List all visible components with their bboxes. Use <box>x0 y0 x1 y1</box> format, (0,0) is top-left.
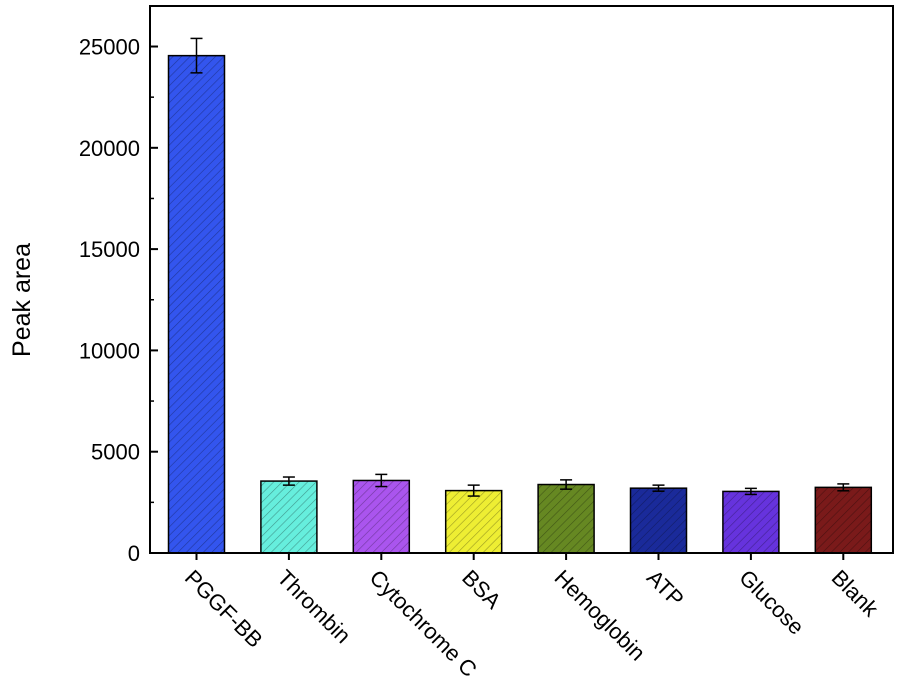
x-category-label: BSA <box>457 565 506 614</box>
plot-frame <box>149 5 894 554</box>
y-tick-label: 15000 <box>79 237 140 262</box>
error-bar <box>560 479 573 490</box>
x-category-label: Blank <box>827 565 884 622</box>
error-bar <box>190 37 203 74</box>
error-bar <box>652 484 665 492</box>
bar-pggf-bb <box>167 54 226 554</box>
bar-atp <box>629 487 688 554</box>
error-bar <box>282 476 295 486</box>
bar-blank <box>814 486 873 554</box>
y-tick-label: 25000 <box>79 35 140 60</box>
y-axis: 0 5000 10000 15000 20000 25000 <box>79 35 158 566</box>
y-tick-label: 0 <box>128 541 140 566</box>
bars-group <box>167 54 873 554</box>
error-bar <box>467 484 480 497</box>
x-category-label: Hemoglobin <box>550 565 651 666</box>
x-category-label: ATP <box>642 565 689 612</box>
y-tick-label: 20000 <box>79 136 140 161</box>
bar-glucose <box>722 490 780 554</box>
x-category-label: Glucose <box>734 565 809 640</box>
x-category-label: Thrombin <box>272 565 355 648</box>
bar-hemoglobin <box>537 483 595 554</box>
y-axis-title: Peak area <box>8 243 36 357</box>
error-bars-group <box>190 37 850 497</box>
y-tick-label: 10000 <box>79 338 140 363</box>
bar-cytochrome-c <box>352 479 411 554</box>
error-bar <box>375 473 388 488</box>
error-bar <box>744 487 757 496</box>
y-tick-label: 5000 <box>91 440 140 465</box>
error-bar <box>837 483 850 492</box>
bar-thrombin <box>260 480 318 554</box>
bar-bsa <box>444 489 503 554</box>
x-category-label: PGGF-BB <box>180 565 268 653</box>
